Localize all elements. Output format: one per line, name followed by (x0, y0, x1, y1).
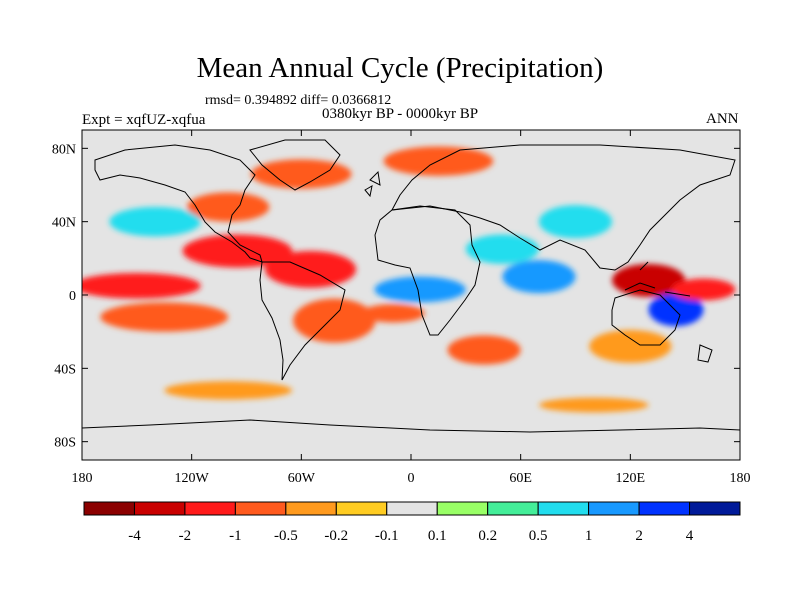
colorbar-label: 4 (686, 528, 694, 544)
anomaly-region-1 (100, 302, 229, 332)
stats-line: rmsd= 0.394892 diff= 0.0366812 (205, 93, 392, 108)
x-tick-label: 180 (72, 471, 93, 486)
x-tick-label: 60E (509, 471, 532, 486)
colorbar: -4 -2 -1 -0.5 -0.2 -0.1 0.1 0.2 0.5 1 2 4 (83, 501, 741, 544)
y-tick-label: 40S (54, 362, 76, 377)
colorbar-label: 0.5 (529, 528, 548, 544)
colorbar-label: -0.5 (274, 528, 298, 544)
colorbar-label: 2 (635, 528, 643, 544)
colorbar-box (335, 501, 388, 516)
anomaly-region-11 (465, 234, 539, 264)
coastlines (82, 139, 740, 433)
anomaly-region-0 (82, 273, 201, 299)
colorbar-label: -4 (128, 528, 141, 544)
colorbar-box (234, 501, 287, 516)
anomaly-region-20 (538, 397, 649, 413)
colorbar-box (436, 501, 489, 516)
anomaly-region-17 (447, 335, 521, 365)
anomaly-region-19 (164, 381, 293, 400)
colorbar-label: 0.1 (428, 528, 447, 544)
colorbar-box (588, 501, 640, 516)
anomaly-region-4 (187, 192, 270, 222)
anomaly-region-16 (109, 207, 201, 237)
anomaly-region-12 (612, 263, 686, 297)
season-label: ANN (706, 111, 739, 127)
colorbar-label: 0.2 (478, 528, 497, 544)
y-tick-label: 80N (52, 142, 76, 157)
x-tick-label: 120E (616, 471, 646, 486)
anomaly-region-15 (538, 205, 613, 239)
y-tick-label: 0 (69, 289, 76, 304)
anomaly-region-14 (671, 278, 736, 301)
axis-ticks: 180 120W 60W 0 60E 120E 180 80N 40N 0 40S 80S (52, 130, 751, 486)
anomaly-region-10 (502, 260, 576, 294)
anomaly-region-9 (360, 304, 425, 323)
colorbar-box (487, 501, 539, 516)
colorbar-box (689, 501, 741, 516)
x-tick-label: 0 (408, 471, 415, 486)
x-tick-label: 120W (175, 471, 210, 486)
anomaly-region-8 (374, 276, 466, 303)
colorbar-box (184, 501, 236, 516)
colorbar-box (83, 501, 135, 516)
anomaly-region-5 (251, 159, 352, 189)
y-tick-label: 80S (54, 436, 76, 451)
colorbar-label: 1 (585, 528, 593, 544)
anomaly-region-2 (182, 234, 293, 268)
colorbar-box (133, 501, 186, 516)
colorbar-box (285, 501, 337, 516)
colorbar-box (638, 501, 691, 516)
anomaly-region-7 (293, 298, 376, 343)
chart-title: Mean Annual Cycle (Precipitation) (196, 52, 604, 84)
anomaly-region-13 (648, 293, 704, 327)
anomaly-region-18 (589, 329, 672, 363)
colorbar-box (537, 501, 590, 516)
experiment-label: Expt = xqfUZ-xqfua (82, 112, 206, 128)
x-tick-label: 180 (730, 471, 751, 486)
colorbar-label: -0.1 (375, 528, 399, 544)
chart-subtitle: 0380kyr BP - 0000kyr BP (322, 106, 479, 122)
anomaly-region-3 (264, 251, 357, 288)
colorbar-label: -1 (229, 528, 242, 544)
colorbar-label: -2 (179, 528, 192, 544)
colorbar-label: -0.2 (324, 528, 348, 544)
x-tick-label: 60W (288, 471, 316, 486)
colorbar-box (386, 501, 438, 516)
y-tick-label: 40N (52, 216, 76, 231)
